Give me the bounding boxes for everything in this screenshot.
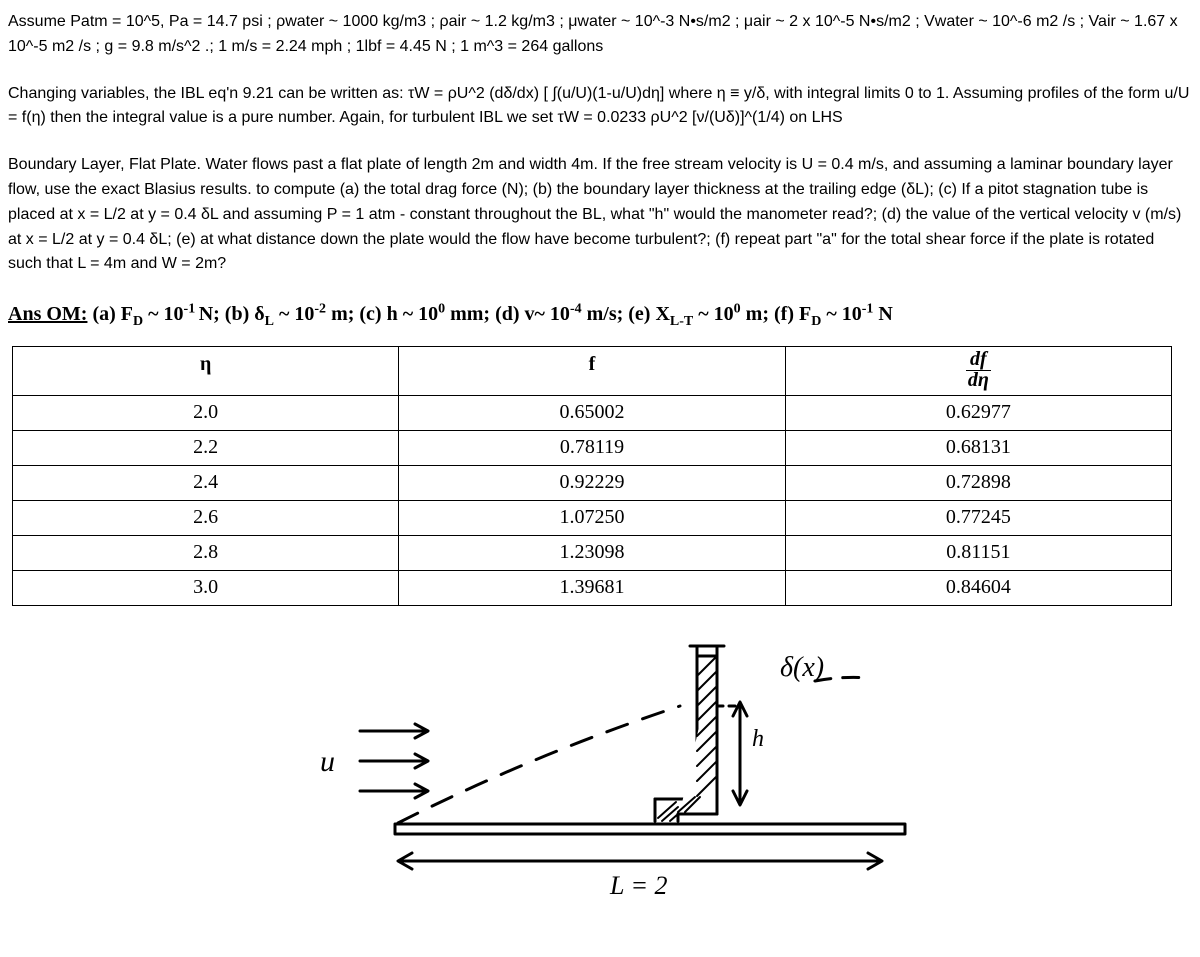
pitot-tube-icon: [655, 646, 724, 821]
boundary-layer-sketch: u h δ(x) L = 2: [280, 636, 920, 906]
table-row: 2.20.781190.68131: [13, 431, 1172, 466]
col-f: f: [399, 347, 785, 396]
assumptions-paragraph: Assume Patm = 10^5, Pa = 14.7 psi ; ρwat…: [8, 10, 1192, 60]
u-label: u: [320, 745, 335, 778]
h-label: h: [752, 726, 764, 752]
col-eta: η: [13, 347, 399, 396]
blasius-table: η f df dη 2.00.650020.62977 2.20.781190.…: [12, 346, 1172, 606]
table-row: 2.40.922290.72898: [13, 466, 1172, 501]
table-body: 2.00.650020.62977 2.20.781190.68131 2.40…: [13, 396, 1172, 606]
table-row: 2.61.072500.77245: [13, 501, 1172, 536]
ibl-equation-paragraph: Changing variables, the IBL eq'n 9.21 ca…: [8, 82, 1192, 132]
plate-icon: [395, 824, 905, 834]
table-row: 2.81.230980.81151: [13, 536, 1172, 571]
table-header-row: η f df dη: [13, 347, 1172, 396]
diagram-wrapper: u h δ(x) L = 2: [8, 636, 1192, 915]
table-row: 2.00.650020.62977: [13, 396, 1172, 431]
col-dfdeta: df dη: [785, 347, 1171, 396]
problem-paragraph: Boundary Layer, Flat Plate. Water flows …: [8, 153, 1192, 277]
table-row: 3.01.396810.84604: [13, 571, 1172, 606]
answers-line: Ans OM: (a) FD ~ 10-1 N; (b) δL ~ 10-2 m…: [8, 299, 1192, 330]
delta-curve-icon: [398, 706, 680, 823]
length-label: L = 2: [609, 871, 668, 900]
delta-label: δ(x): [780, 652, 824, 683]
answers-lead: Ans OM:: [8, 303, 87, 325]
